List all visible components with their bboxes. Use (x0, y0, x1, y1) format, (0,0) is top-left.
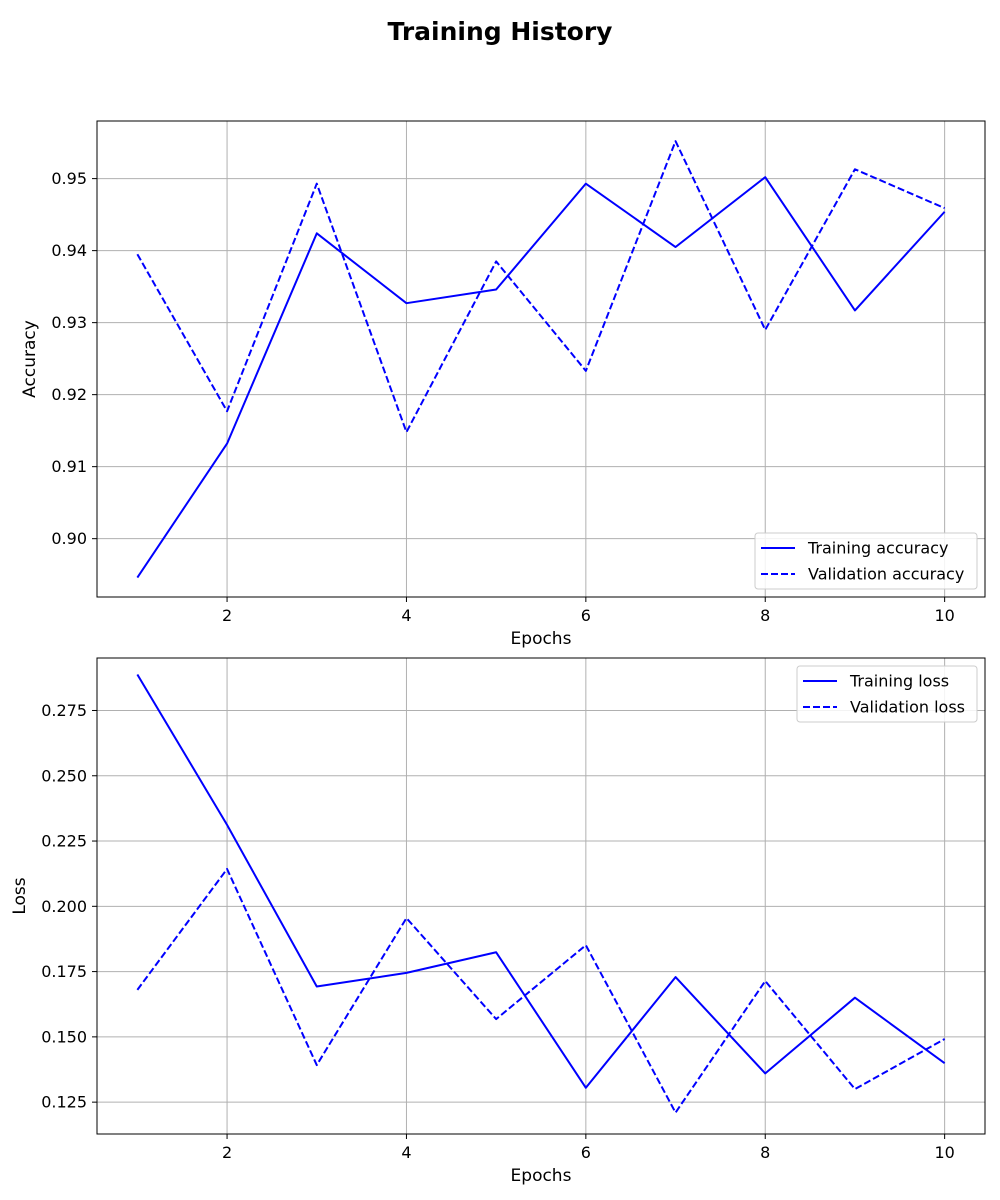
accuracy-x-tick-label: 4 (401, 606, 411, 625)
loss-series-validation-line (136, 867, 946, 1114)
loss-legend-label: Training loss (849, 672, 949, 691)
accuracy-legend-box (754, 532, 978, 590)
loss-y-tick-label: 0.150 (41, 1027, 87, 1046)
loss-x-tick-label: 8 (760, 1143, 770, 1162)
accuracy-series-validation-line (136, 140, 946, 434)
loss-legend-label: Validation loss (850, 698, 965, 717)
accuracy-chart: 2 4 6 8 10 0.90 0.91 0.92 0.93 0.94 0.95 Epochs Accu… (20, 120, 986, 649)
accuracy-y-tick-label: 0.92 (51, 385, 87, 404)
accuracy-legend-label: Validation accuracy (808, 565, 964, 584)
loss-series-training-line (136, 673, 946, 1089)
accuracy-y-tick-label: 0.91 (51, 457, 87, 476)
loss-y-tick-label: 0.200 (41, 897, 87, 916)
accuracy-series-training-line (136, 176, 946, 579)
loss-x-tick-label: 4 (401, 1143, 411, 1162)
accuracy-y-tick-label: 0.94 (51, 241, 87, 260)
loss-x-axis-label: Epochs (511, 1166, 572, 1186)
accuracy-legend: Training accuracy Validation accuracy (754, 532, 978, 590)
accuracy-y-axis-label: Accuracy (20, 320, 40, 398)
loss-y-tick-label: 0.225 (41, 832, 87, 851)
loss-x-tick-label: 2 (222, 1143, 232, 1162)
loss-y-tick-label: 0.275 (41, 701, 87, 720)
loss-legend-box (796, 665, 978, 723)
loss-chart: 2 4 6 8 10 0.125 0.150 0.175 0.200 0.225 0.250 0.27… (10, 657, 986, 1186)
loss-axes-frame (96, 657, 986, 1135)
loss-legend: Training loss Validation loss (796, 665, 978, 723)
accuracy-y-tick-label: 0.90 (51, 529, 87, 548)
accuracy-x-tick-label: 8 (760, 606, 770, 625)
loss-y-axis-label: Loss (10, 877, 30, 914)
accuracy-x-axis-label: Epochs (511, 629, 572, 649)
loss-x-tick-label: 10 (934, 1143, 954, 1162)
accuracy-x-tick-label: 10 (934, 606, 954, 625)
accuracy-y-tick-label: 0.95 (51, 169, 87, 188)
loss-y-tick-label: 0.125 (41, 1093, 87, 1112)
accuracy-x-tick-label: 2 (222, 606, 232, 625)
accuracy-y-tick-label: 0.93 (51, 313, 87, 332)
figure-title: Training History (387, 17, 613, 46)
accuracy-axes-frame (96, 120, 986, 598)
accuracy-x-tick-label: 6 (581, 606, 591, 625)
loss-y-tick-label: 0.175 (41, 962, 87, 981)
accuracy-legend-label: Training accuracy (807, 539, 948, 558)
loss-y-tick-label: 0.250 (41, 766, 87, 785)
loss-x-tick-label: 6 (581, 1143, 591, 1162)
